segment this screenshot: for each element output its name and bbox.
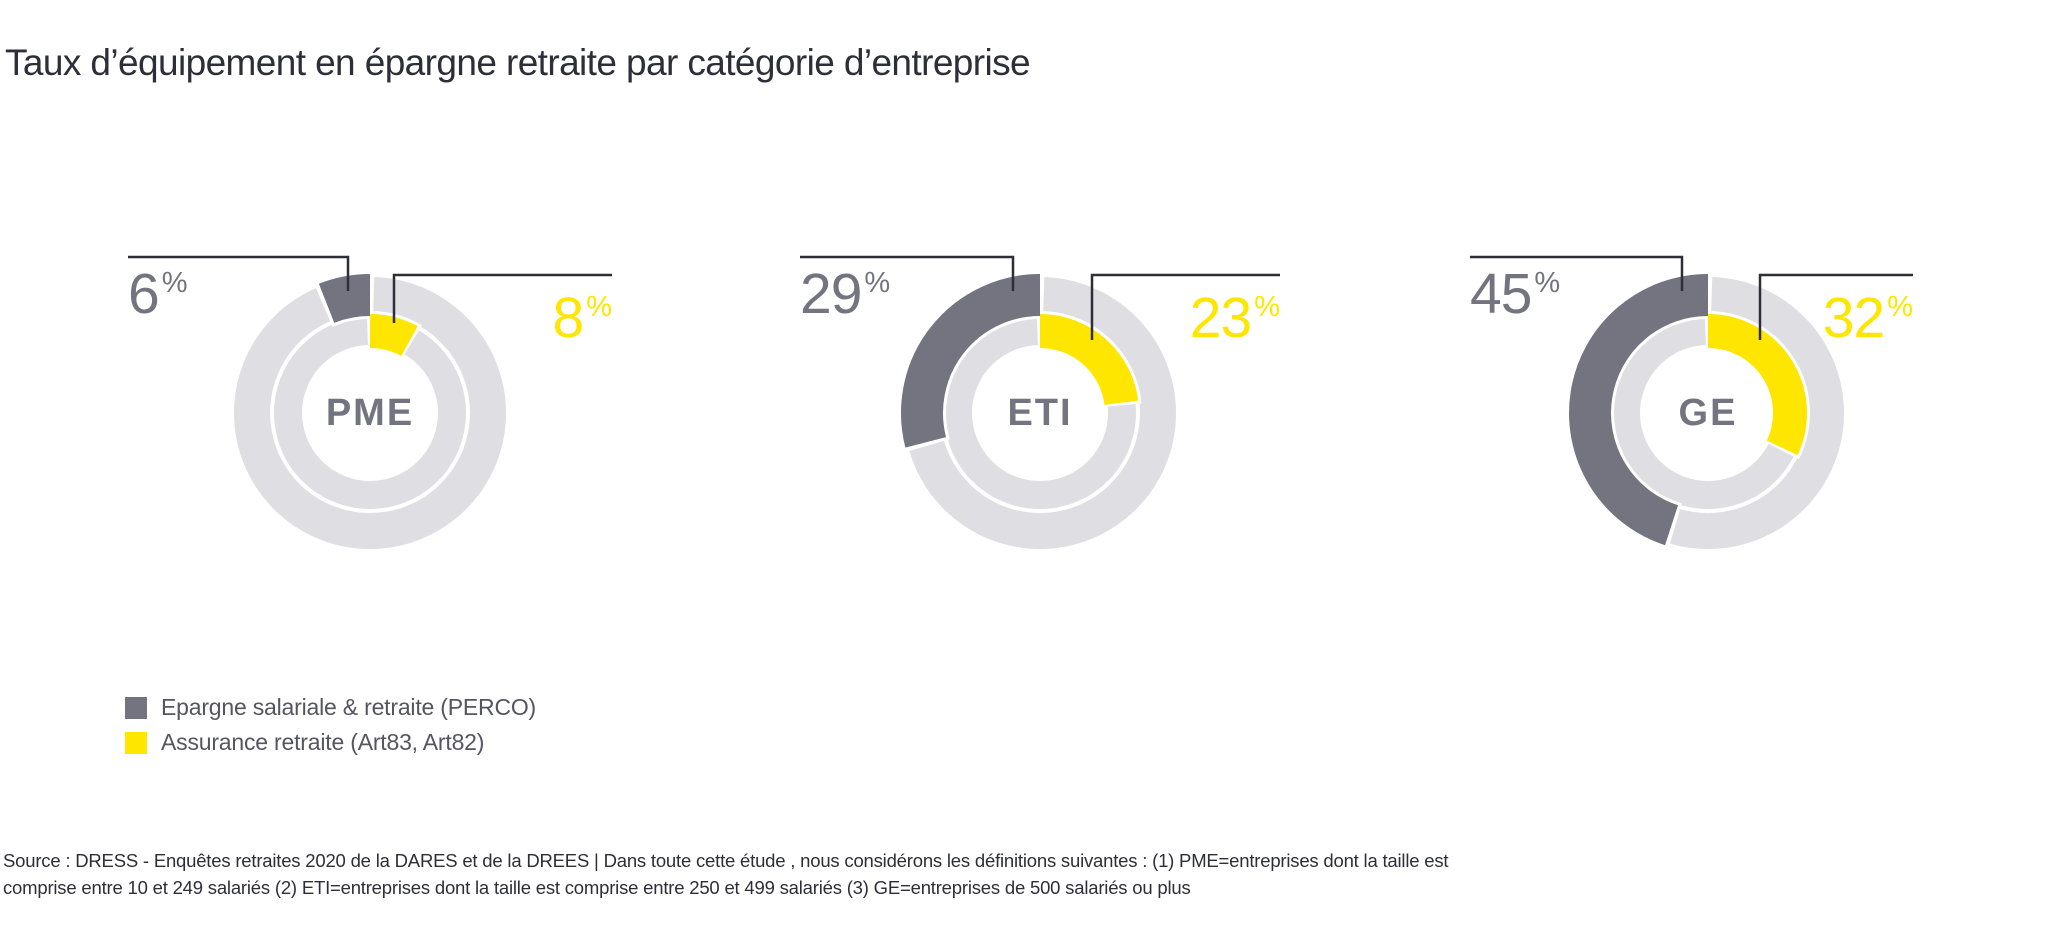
- pme-assurance-arc: [369, 314, 418, 357]
- pme-perco-number: 6: [128, 262, 160, 326]
- ge-assurance-value: 32%: [1663, 290, 1913, 347]
- eti-assurance-arc: [1039, 314, 1139, 406]
- eti-perco-arc: [901, 274, 1041, 448]
- eti-perco-value: 29%: [800, 266, 890, 323]
- eti-assurance-callout-line: [1090, 273, 1280, 340]
- legend-swatch-assurance-icon: [125, 731, 147, 754]
- legend: Epargne salariale & retraite (PERCO) Ass…: [125, 694, 537, 766]
- eti-perco-number: 29: [800, 262, 862, 326]
- pme-perco-percent-sign: %: [161, 267, 188, 299]
- ge-perco-percent-sign: %: [1534, 267, 1561, 299]
- ge-perco-number: 45: [1470, 262, 1532, 326]
- source-note: Source : DRESS - Enquêtes retraites 2020…: [3, 847, 1449, 901]
- ge-perco-callout-line: [1470, 255, 1684, 291]
- ge-assurance-percent-sign: %: [1887, 291, 1913, 323]
- pme-assurance-number: 8: [552, 286, 585, 350]
- ge-perco-arc: [1569, 274, 1709, 546]
- eti-assurance-percent-sign: %: [1254, 291, 1280, 323]
- legend-item-perco: Epargne salariale & retraite (PERCO): [125, 694, 537, 720]
- pme-assurance-value: 8%: [362, 290, 613, 347]
- legend-swatch-perco-icon: [125, 696, 147, 719]
- legend-item-assurance: Assurance retraite (Art83, Art82): [125, 729, 536, 755]
- eti-category-label: ETI: [1007, 392, 1073, 434]
- source-note-line-1: Source : DRESS - Enquêtes retraites 2020…: [3, 850, 1449, 871]
- pme-perco-value: 6%: [128, 266, 188, 323]
- pme-assurance-percent-sign: %: [586, 291, 612, 323]
- eti-assurance-value: 23%: [1030, 290, 1280, 347]
- ge-category-label: GE: [1678, 392, 1738, 434]
- pme-perco-arc: [318, 274, 371, 324]
- ge-assurance-callout-line: [1758, 273, 1913, 340]
- pme-assurance-callout-line: [392, 273, 612, 323]
- ge-assurance-arc: [1707, 314, 1807, 456]
- pme-category-label: PME: [325, 392, 415, 434]
- page-title: Taux d’équipement en épargne retraite pa…: [5, 42, 1031, 83]
- eti-perco-callout-line: [800, 255, 1015, 291]
- source-note-line-2: comprise entre 10 et 249 salariés (2) ET…: [3, 877, 1191, 898]
- ge-perco-value: 45%: [1470, 266, 1560, 323]
- pme-perco-callout-line: [128, 255, 350, 291]
- legend-label-assurance: Assurance retraite (Art83, Art82): [161, 729, 485, 755]
- eti-perco-percent-sign: %: [864, 267, 891, 299]
- legend-label-perco: Epargne salariale & retraite (PERCO): [161, 694, 537, 720]
- eti-assurance-number: 23: [1189, 286, 1252, 350]
- ge-assurance-number: 32: [1822, 286, 1885, 350]
